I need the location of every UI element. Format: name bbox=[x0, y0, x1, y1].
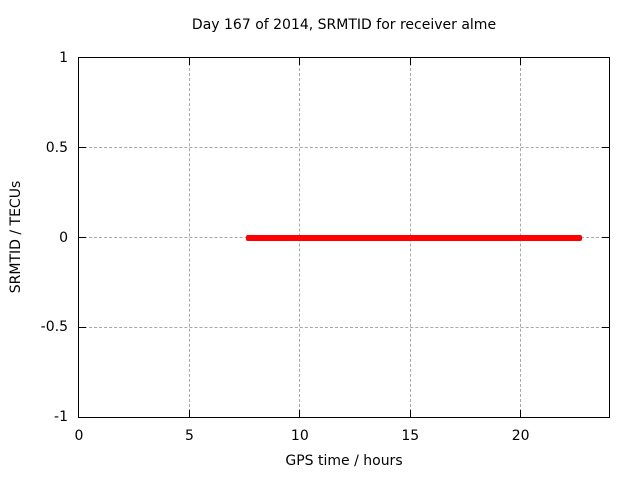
axis-tick-bottom bbox=[520, 410, 522, 417]
x-tick-label: 0 bbox=[74, 428, 84, 444]
y-tick-label: 0 bbox=[59, 229, 68, 246]
axis-tick-right bbox=[602, 237, 609, 238]
axis-tick-top bbox=[188, 58, 190, 65]
axis-tick-left bbox=[79, 237, 86, 238]
x-tick-label: 5 bbox=[184, 428, 194, 444]
axis-tick-bottom bbox=[299, 410, 301, 417]
x-tick-label: 20 bbox=[511, 428, 530, 444]
axis-tick-top bbox=[299, 58, 301, 65]
y-tick-label: 1 bbox=[59, 50, 68, 66]
axis-tick-left bbox=[79, 326, 86, 328]
y-tick-label: -0.5 bbox=[40, 319, 68, 336]
axis-tick-top bbox=[520, 58, 522, 65]
axis-tick-right bbox=[602, 147, 609, 149]
axis-tick-top bbox=[409, 58, 411, 65]
y-tick-label: -1 bbox=[54, 409, 68, 425]
x-axis-label: GPS time / hours bbox=[285, 453, 403, 469]
plot-area bbox=[78, 57, 610, 418]
axis-tick-left bbox=[79, 147, 86, 149]
x-tick-label: 10 bbox=[290, 428, 309, 444]
axis-tick-bottom bbox=[409, 410, 411, 417]
data-line-srmtid bbox=[245, 234, 583, 241]
axis-tick-bottom bbox=[188, 410, 190, 417]
x-tick-label: 15 bbox=[401, 428, 420, 444]
axis-tick-right bbox=[602, 326, 609, 328]
y-tick-label: 0.5 bbox=[45, 139, 68, 156]
chart-title: Day 167 of 2014, SRMTID for receiver alm… bbox=[191, 17, 497, 33]
h-gridline bbox=[79, 147, 609, 149]
h-gridline bbox=[79, 326, 609, 328]
